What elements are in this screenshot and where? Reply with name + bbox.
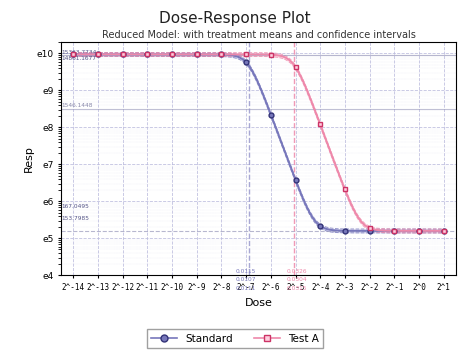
Text: 0.0115: 0.0115 [236,269,256,274]
Text: 0.0111: 0.0111 [236,286,256,291]
X-axis label: Dose: Dose [244,298,273,307]
Title: Reduced Model: with treatment means and confidence intervals: Reduced Model: with treatment means and … [102,30,415,40]
Text: Dose-Response Plot: Dose-Response Plot [159,11,311,25]
Text: 0.0107: 0.0107 [236,277,257,282]
Text: 0.0315: 0.0315 [287,286,307,291]
Text: 167.0495: 167.0495 [61,204,89,209]
Text: 14861.1677: 14861.1677 [61,56,96,61]
Legend: Standard, Test A: Standard, Test A [147,329,323,348]
Y-axis label: Resp: Resp [24,145,33,172]
Text: 0.0326: 0.0326 [287,269,307,274]
Text: 153.7985: 153.7985 [61,216,89,221]
Text: 1546.1448: 1546.1448 [61,103,93,108]
Text: 0.0304: 0.0304 [286,277,307,282]
Text: 15363.7734: 15363.7734 [61,50,96,55]
